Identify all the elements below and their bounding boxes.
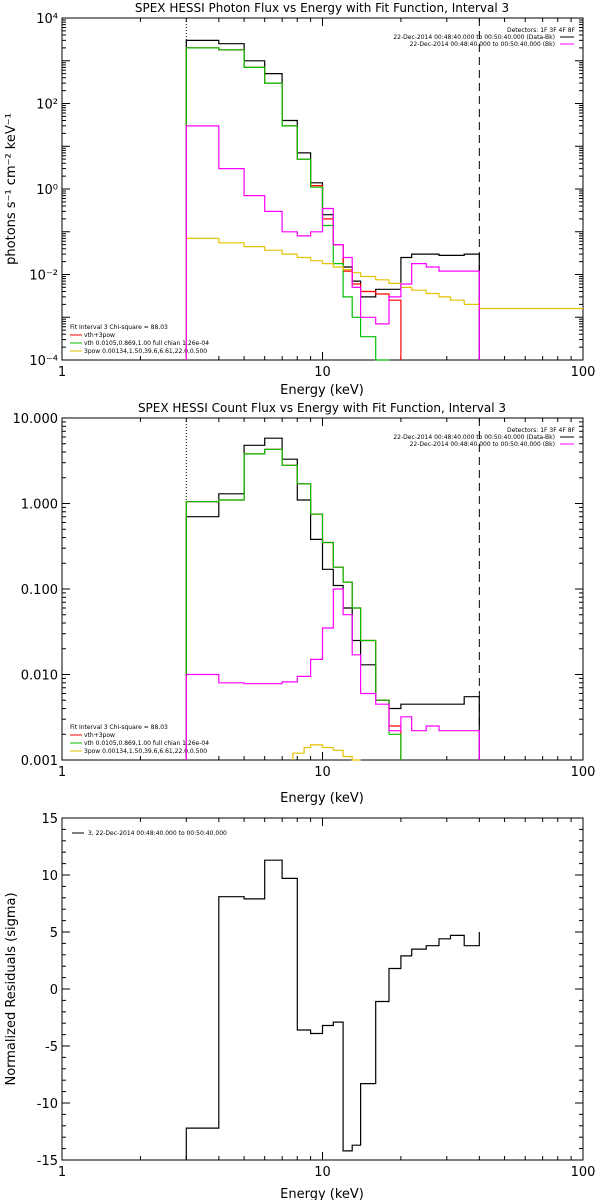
series-3pow <box>185 237 583 360</box>
y-axis-label: Normalized Residuals (sigma) <box>4 892 19 1085</box>
legend-detectors: Detectors: 1F 3F 4F 8F <box>507 27 576 34</box>
x-tick-label: 100 <box>571 765 596 780</box>
x-axis-label: Energy (keV) <box>280 1187 364 1200</box>
y-tick-label: 10⁰ <box>36 183 58 198</box>
series-vth <box>185 448 402 760</box>
y-tick-label: 10⁻⁴ <box>29 354 58 369</box>
y-tick-label: 10.000 <box>13 412 59 427</box>
legend-fit-interval: Fit Interval 3 Chi-square = 88.03 <box>70 724 168 731</box>
legend-detectors: Detectors: 1F 3F 4F 8F <box>507 427 576 434</box>
series-data-bk <box>185 39 480 360</box>
y-tick-label: 0.001 <box>21 754 58 769</box>
legend-vth-3pow: vth+3pow <box>84 732 115 739</box>
series-vth-3pow <box>185 47 402 360</box>
series-3-22-dec-2014-00-48-40-000-to-00-50-40-000 <box>185 859 480 1160</box>
y-tick-label: 0.100 <box>21 583 58 598</box>
x-tick-label: 100 <box>571 1165 596 1180</box>
legend-bk: 22-Dec-2014 00:48:40.000 to 00:50:40.000… <box>410 41 555 48</box>
legend-fit-interval: Fit Interval 3 Chi-square = 88.03 <box>70 324 168 331</box>
y-tick-label: 5 <box>50 926 58 941</box>
legend-3pow: 3pow 0.00134,1.50,39.6,6.61,22.0,0.500 <box>84 348 207 355</box>
series-3pow <box>292 744 361 761</box>
chart-title: SPEX HESSI Count Flux vs Energy with Fit… <box>138 401 506 415</box>
y-tick-label: 0.010 <box>21 669 58 684</box>
legend-data-bk: 22-Dec-2014 00:48:40.000 to 00:50:40.000… <box>393 434 555 441</box>
y-tick-label: 15 <box>41 812 58 827</box>
y-tick-label: 0 <box>50 983 58 998</box>
y-tick-label: 10 <box>41 869 58 884</box>
x-tick-label: 1 <box>58 1165 66 1180</box>
count-flux-panel: SPEX HESSI Count Flux vs Energy with Fit… <box>13 401 596 806</box>
x-tick-label: 1 <box>58 765 66 780</box>
x-tick-label: 1 <box>58 365 66 380</box>
y-tick-label: 10⁻² <box>29 269 58 284</box>
y-tick-label: -5 <box>45 1040 58 1055</box>
legend-residuals: 3, 22-Dec-2014 00:48:40.000 to 00:50:40.… <box>88 830 227 837</box>
y-axis-label: photons s⁻¹ cm⁻² keV⁻¹ <box>4 113 19 265</box>
legend-vth: vth 0.0105,0.869,1.00 full chian 1.26e-0… <box>84 740 209 747</box>
y-tick-label: 1.000 <box>21 498 58 513</box>
x-axis-label: Energy (keV) <box>280 791 364 806</box>
legend-vth-3pow: vth+3pow <box>84 332 115 339</box>
y-tick-label: -10 <box>37 1097 58 1112</box>
chart-title: SPEX HESSI Photon Flux vs Energy with Fi… <box>135 1 509 15</box>
x-tick-label: 10 <box>314 1165 331 1180</box>
legend-vth: vth 0.0105,0.869,1.00 full chian 1.26e-0… <box>84 340 209 347</box>
legend-3pow: 3pow 0.00134,1.50,39.6,6.61,22.0,0.500 <box>84 748 207 755</box>
y-tick-label: 10² <box>36 98 58 113</box>
x-tick-label: 10 <box>314 765 331 780</box>
series-vth <box>185 47 389 361</box>
y-tick-label: -15 <box>37 1154 58 1169</box>
plot-frame <box>61 417 584 761</box>
legend-data-bk: 22-Dec-2014 00:48:40.000 to 00:50:40.000… <box>393 34 555 41</box>
x-axis-label: Energy (keV) <box>280 383 364 398</box>
series-bk <box>185 125 480 360</box>
residuals-panel: Energy (keV) Normalized Residuals (sigma… <box>4 812 595 1200</box>
x-tick-label: 100 <box>571 365 596 380</box>
legend-bk: 22-Dec-2014 00:48:40.000 to 00:50:40.000… <box>410 441 555 448</box>
y-tick-label: 10⁴ <box>36 12 58 27</box>
series-bk <box>185 588 480 760</box>
photon-flux-panel: SPEX HESSI Photon Flux vs Energy with Fi… <box>4 1 595 398</box>
x-tick-label: 10 <box>314 365 331 380</box>
plot-frame <box>61 817 584 1161</box>
